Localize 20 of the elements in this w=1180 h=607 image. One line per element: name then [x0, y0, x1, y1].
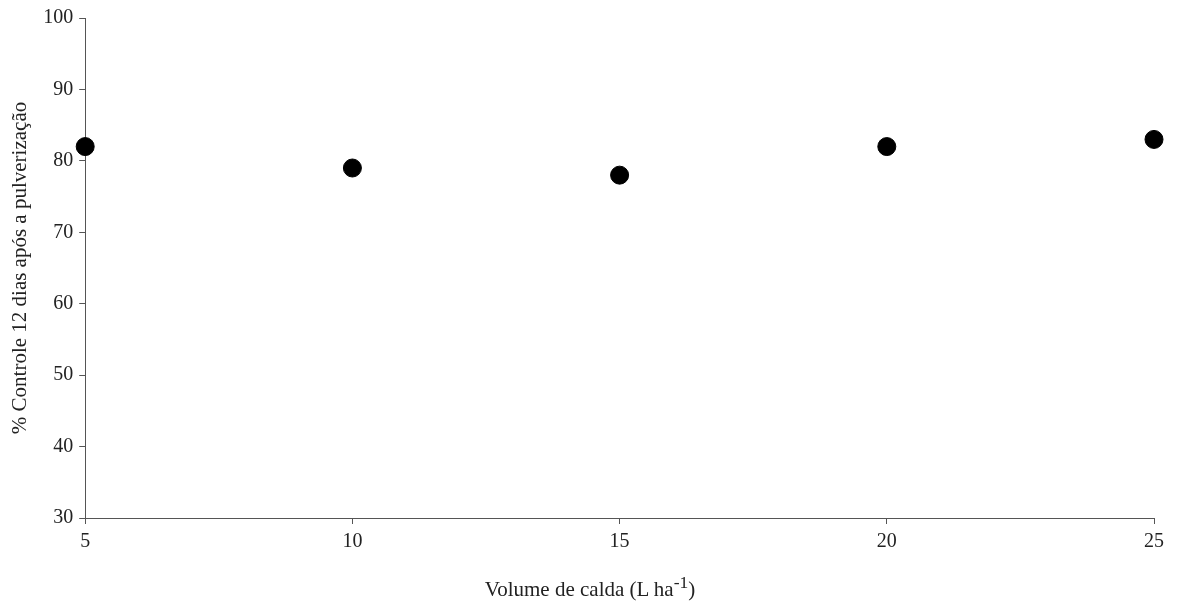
y-tick-label: 40 [53, 433, 74, 456]
y-tick-label: 100 [43, 5, 74, 28]
y-tick-label: 70 [53, 219, 74, 242]
point [877, 137, 897, 157]
x-tick-label: 5 [80, 529, 91, 552]
y-axis-title: % Controle 12 dias após a pulverização [7, 101, 32, 435]
x-tick-label: 15 [609, 529, 630, 552]
y-tick-label: 30 [53, 505, 74, 528]
x-tick-label: 10 [342, 529, 363, 552]
point [75, 137, 95, 157]
point [1144, 129, 1164, 149]
y-tick-label: 90 [53, 76, 74, 99]
x-tick-label: 20 [876, 529, 897, 552]
x-tick-label: 25 [1144, 529, 1164, 552]
point [342, 158, 362, 178]
y-tick-label: 50 [53, 362, 74, 385]
y-tick-label: 80 [53, 148, 74, 171]
x-axis-title: Volume de calda (L ha$^{-1}$) [483, 572, 697, 602]
y-tick-label: 60 [53, 290, 74, 313]
point [610, 165, 630, 185]
